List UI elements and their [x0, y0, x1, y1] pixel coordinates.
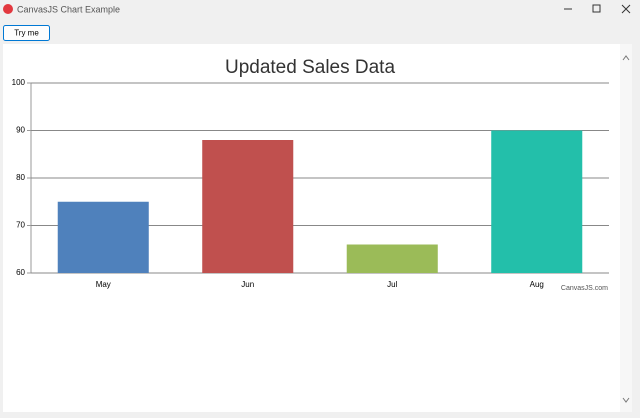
x-tick-label: Aug [530, 280, 544, 289]
scroll-down[interactable] [622, 397, 630, 403]
x-tick-label: Jun [241, 280, 254, 289]
bar [202, 140, 294, 273]
app-icon [3, 4, 13, 14]
scroll-up[interactable] [622, 55, 630, 61]
chart-title: Updated Sales Data [225, 57, 395, 78]
maximize-button[interactable] [592, 4, 601, 13]
try-button[interactable] [3, 25, 50, 41]
scrollbar[interactable] [620, 44, 632, 412]
y-tick-label: 100 [12, 78, 26, 87]
x-tick-label: May [96, 280, 111, 289]
plot: 60 70 80 90 100 May Jun Jul Aug [12, 78, 609, 289]
try-button-label[interactable]: Try me [14, 29, 39, 38]
bar [57, 201, 149, 273]
bar [491, 130, 583, 273]
y-tick-label: 70 [16, 221, 25, 230]
bar [346, 244, 438, 273]
y-tick-label: 80 [16, 173, 25, 182]
x-tick-label: Jul [387, 280, 397, 289]
credit[interactable]: CanvasJS.com [561, 285, 608, 292]
y-tick-label: 60 [16, 268, 25, 277]
y-tick-label: 90 [16, 126, 25, 135]
close-button[interactable] [621, 4, 631, 14]
window-title: CanvasJS Chart Example [17, 4, 120, 14]
